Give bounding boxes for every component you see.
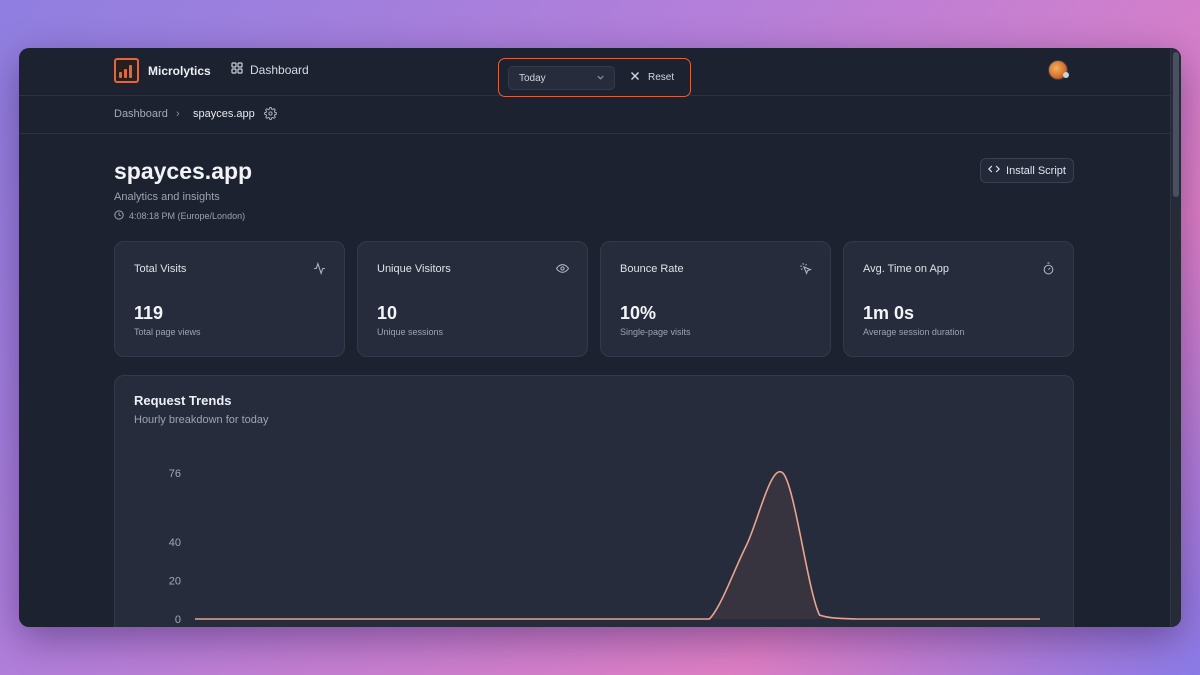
data-point[interactable]: [448, 615, 456, 623]
data-point[interactable]: [411, 615, 419, 623]
data-point[interactable]: [816, 611, 824, 619]
current-time: 4:08:18 PM (Europe/London): [114, 210, 245, 222]
breadcrumb-dashboard[interactable]: Dashboard: [114, 108, 168, 120]
reset-label: Reset: [648, 72, 675, 83]
page-title: spayces.app: [114, 158, 253, 184]
data-point[interactable]: [889, 615, 897, 623]
app-window: Microlytics Dashboard Today: [19, 48, 1181, 627]
stat-value: 119: [134, 303, 164, 323]
data-point[interactable]: [485, 615, 493, 623]
stat-value: 1m 0s: [863, 303, 915, 323]
data-point[interactable]: [375, 615, 383, 623]
reset-button[interactable]: Reset: [630, 71, 674, 84]
clock-icon: [114, 210, 124, 222]
data-point[interactable]: [999, 615, 1007, 623]
user-avatar[interactable]: [1048, 60, 1069, 80]
request-trends-chart: 0 20 40 76: [169, 468, 1044, 626]
stat-title: Avg. Time on App: [863, 263, 950, 275]
top-navbar: Microlytics Dashboard Today: [19, 48, 1181, 97]
date-range-value: Today: [519, 73, 546, 84]
y-tick-label: 20: [169, 576, 181, 588]
data-point[interactable]: [301, 615, 309, 623]
stat-desc: Average session duration: [863, 327, 965, 337]
data-point[interactable]: [852, 615, 860, 623]
stat-card-unique-visitors: Unique Visitors 10 Unique sessions: [357, 241, 588, 357]
data-point[interactable]: [338, 615, 346, 623]
breadcrumb-separator: ›: [176, 108, 180, 120]
breadcrumb: Dashboard › spayces.app: [19, 96, 1181, 134]
stat-title: Unique Visitors: [377, 263, 451, 275]
data-point[interactable]: [1036, 615, 1044, 623]
scrollbar-thumb[interactable]: [1173, 52, 1179, 197]
logo-icon[interactable]: [114, 58, 139, 83]
breadcrumb-current: spayces.app: [193, 108, 255, 120]
brand-name[interactable]: Microlytics: [148, 64, 211, 78]
y-tick-label: 76: [169, 468, 181, 480]
data-point[interactable]: [191, 615, 199, 623]
stat-card-total-visits: Total Visits 119 Total page views: [114, 241, 345, 357]
chevron-down-icon: [596, 73, 605, 85]
install-script-button[interactable]: Install Script: [980, 158, 1074, 183]
stat-value: 10%: [620, 303, 657, 323]
nav-dashboard-label: Dashboard: [250, 62, 309, 77]
stat-desc: Total page views: [134, 327, 201, 337]
data-point[interactable]: [963, 615, 971, 623]
chart-title: Request Trends: [134, 393, 232, 408]
grid-icon: [231, 62, 243, 77]
code-icon: [988, 164, 1001, 177]
stat-title: Bounce Rate: [620, 263, 684, 275]
data-point[interactable]: [926, 615, 934, 623]
y-tick-label: 40: [169, 537, 181, 549]
request-trends-card: Request Trends Hourly breakdown for toda…: [114, 375, 1074, 627]
series-area: [195, 471, 1040, 619]
install-script-label: Install Script: [1006, 164, 1066, 177]
date-filter-bar: Today Reset: [498, 58, 691, 97]
current-time-text: 4:08:18 PM (Europe/London): [129, 211, 246, 221]
y-tick-label: 0: [175, 614, 181, 626]
eye-icon: [555, 262, 570, 280]
data-point[interactable]: [632, 615, 640, 623]
stat-desc: Single-page visits: [620, 327, 691, 337]
gear-icon[interactable]: [264, 107, 277, 125]
activity-icon: [313, 261, 326, 280]
data-point[interactable]: [705, 615, 713, 623]
date-range-select[interactable]: Today: [508, 66, 615, 90]
series-line: [195, 470, 1040, 620]
chart-subtitle: Hourly breakdown for today: [134, 414, 269, 426]
pointer-click-icon: [799, 262, 812, 280]
close-icon: [630, 71, 640, 84]
data-point[interactable]: [669, 615, 677, 623]
stat-desc: Unique sessions: [377, 327, 444, 337]
data-point[interactable]: [779, 469, 787, 477]
page-subtitle: Analytics and insights: [114, 191, 220, 203]
nav-dashboard-link[interactable]: Dashboard: [231, 62, 309, 77]
data-point[interactable]: [742, 542, 750, 550]
stat-card-avg-time: Avg. Time on App 1m 0s Average session d…: [843, 241, 1074, 357]
stat-card-bounce-rate: Bounce Rate 10% Single-page visits: [600, 241, 831, 357]
scrollbar[interactable]: [1170, 48, 1181, 627]
stopwatch-icon: [1042, 262, 1055, 280]
data-point[interactable]: [558, 615, 566, 623]
data-point[interactable]: [522, 615, 530, 623]
data-point[interactable]: [264, 615, 272, 623]
data-point[interactable]: [595, 615, 603, 623]
data-point[interactable]: [228, 615, 236, 623]
stat-value: 10: [377, 303, 398, 323]
stat-title: Total Visits: [134, 263, 187, 275]
